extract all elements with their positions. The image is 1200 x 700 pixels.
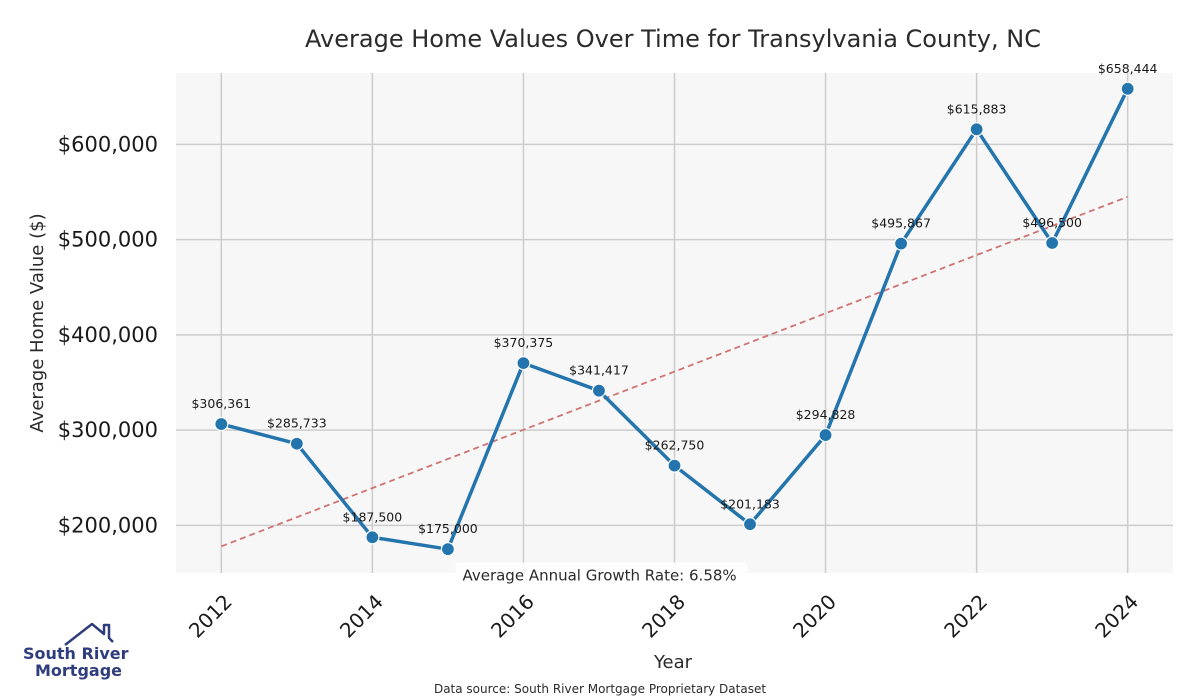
growth-rate-label: Average Annual Growth Rate: 6.58% — [462, 566, 736, 584]
data-point — [214, 416, 229, 432]
data-label: $615,883 — [947, 101, 1007, 116]
y-tick-label: $500,000 — [58, 228, 158, 252]
data-point — [516, 356, 531, 371]
company-logo: South River Mortgage — [23, 622, 129, 680]
data-point — [591, 383, 607, 398]
grid-x — [220, 73, 1129, 573]
data-labels: $306,361 $285,733 $187,500 $175,000 $370,375… — [191, 61, 1157, 536]
data-label: $294,828 — [796, 407, 856, 422]
data-label: $495,867 — [871, 216, 931, 231]
x-axis-label: Year — [653, 652, 693, 673]
growth-rate-annotation: Average Annual Growth Rate: 6.58% — [455, 562, 748, 588]
data-points — [214, 81, 1135, 557]
data-label: $496,500 — [1022, 215, 1082, 230]
trend-line — [220, 195, 1129, 548]
y-axis-label: Average Home Value ($) — [27, 213, 48, 432]
data-label: $175,000 — [418, 521, 478, 536]
y-tick-label: $300,000 — [58, 418, 158, 442]
data-label: $370,375 — [494, 335, 554, 350]
x-tick-label: 2016 — [486, 590, 539, 643]
logo-line-2: Mortgage — [35, 661, 122, 680]
data-point — [365, 530, 380, 545]
chart-title: Average Home Values Over Time for Transy… — [305, 25, 1041, 53]
x-tick-label: 2022 — [939, 590, 992, 643]
y-tick-label: $400,000 — [58, 323, 158, 347]
x-tick-label: 2018 — [637, 590, 690, 643]
data-point — [742, 517, 758, 532]
y-tick-label: $200,000 — [58, 513, 158, 537]
data-label: $306,361 — [191, 396, 251, 411]
data-point — [1120, 81, 1135, 96]
x-tick-label: 2012 — [184, 590, 237, 643]
growth-rate-box — [455, 562, 748, 588]
data-label: $201,183 — [720, 496, 780, 511]
data-point — [667, 458, 682, 473]
logo-line-1: South River — [23, 644, 129, 663]
data-point — [1045, 235, 1060, 251]
x-axis-ticks: 2012 2014 2016 2018 2020 2022 2024 — [184, 590, 1143, 643]
data-point — [289, 436, 304, 451]
y-axis-ticks: $200,000 $300,000 $400,000 $500,000 $600,000 — [58, 132, 158, 537]
source-note: Data source: South River Mortgage Propri… — [434, 682, 766, 696]
y-tick-label: $600,000 — [58, 132, 158, 156]
x-tick-label: 2020 — [788, 590, 841, 643]
x-tick-label: 2024 — [1090, 590, 1143, 643]
data-point — [969, 122, 984, 137]
data-label: $341,417 — [569, 363, 629, 378]
data-label: $658,444 — [1098, 61, 1158, 76]
house-roof-icon — [64, 622, 114, 646]
data-point — [893, 236, 909, 251]
data-label: $262,750 — [645, 438, 705, 453]
data-point — [818, 427, 833, 443]
data-label: $187,500 — [343, 509, 403, 524]
data-label: $285,733 — [267, 416, 327, 431]
x-tick-label: 2014 — [335, 590, 388, 643]
data-point — [440, 542, 456, 557]
